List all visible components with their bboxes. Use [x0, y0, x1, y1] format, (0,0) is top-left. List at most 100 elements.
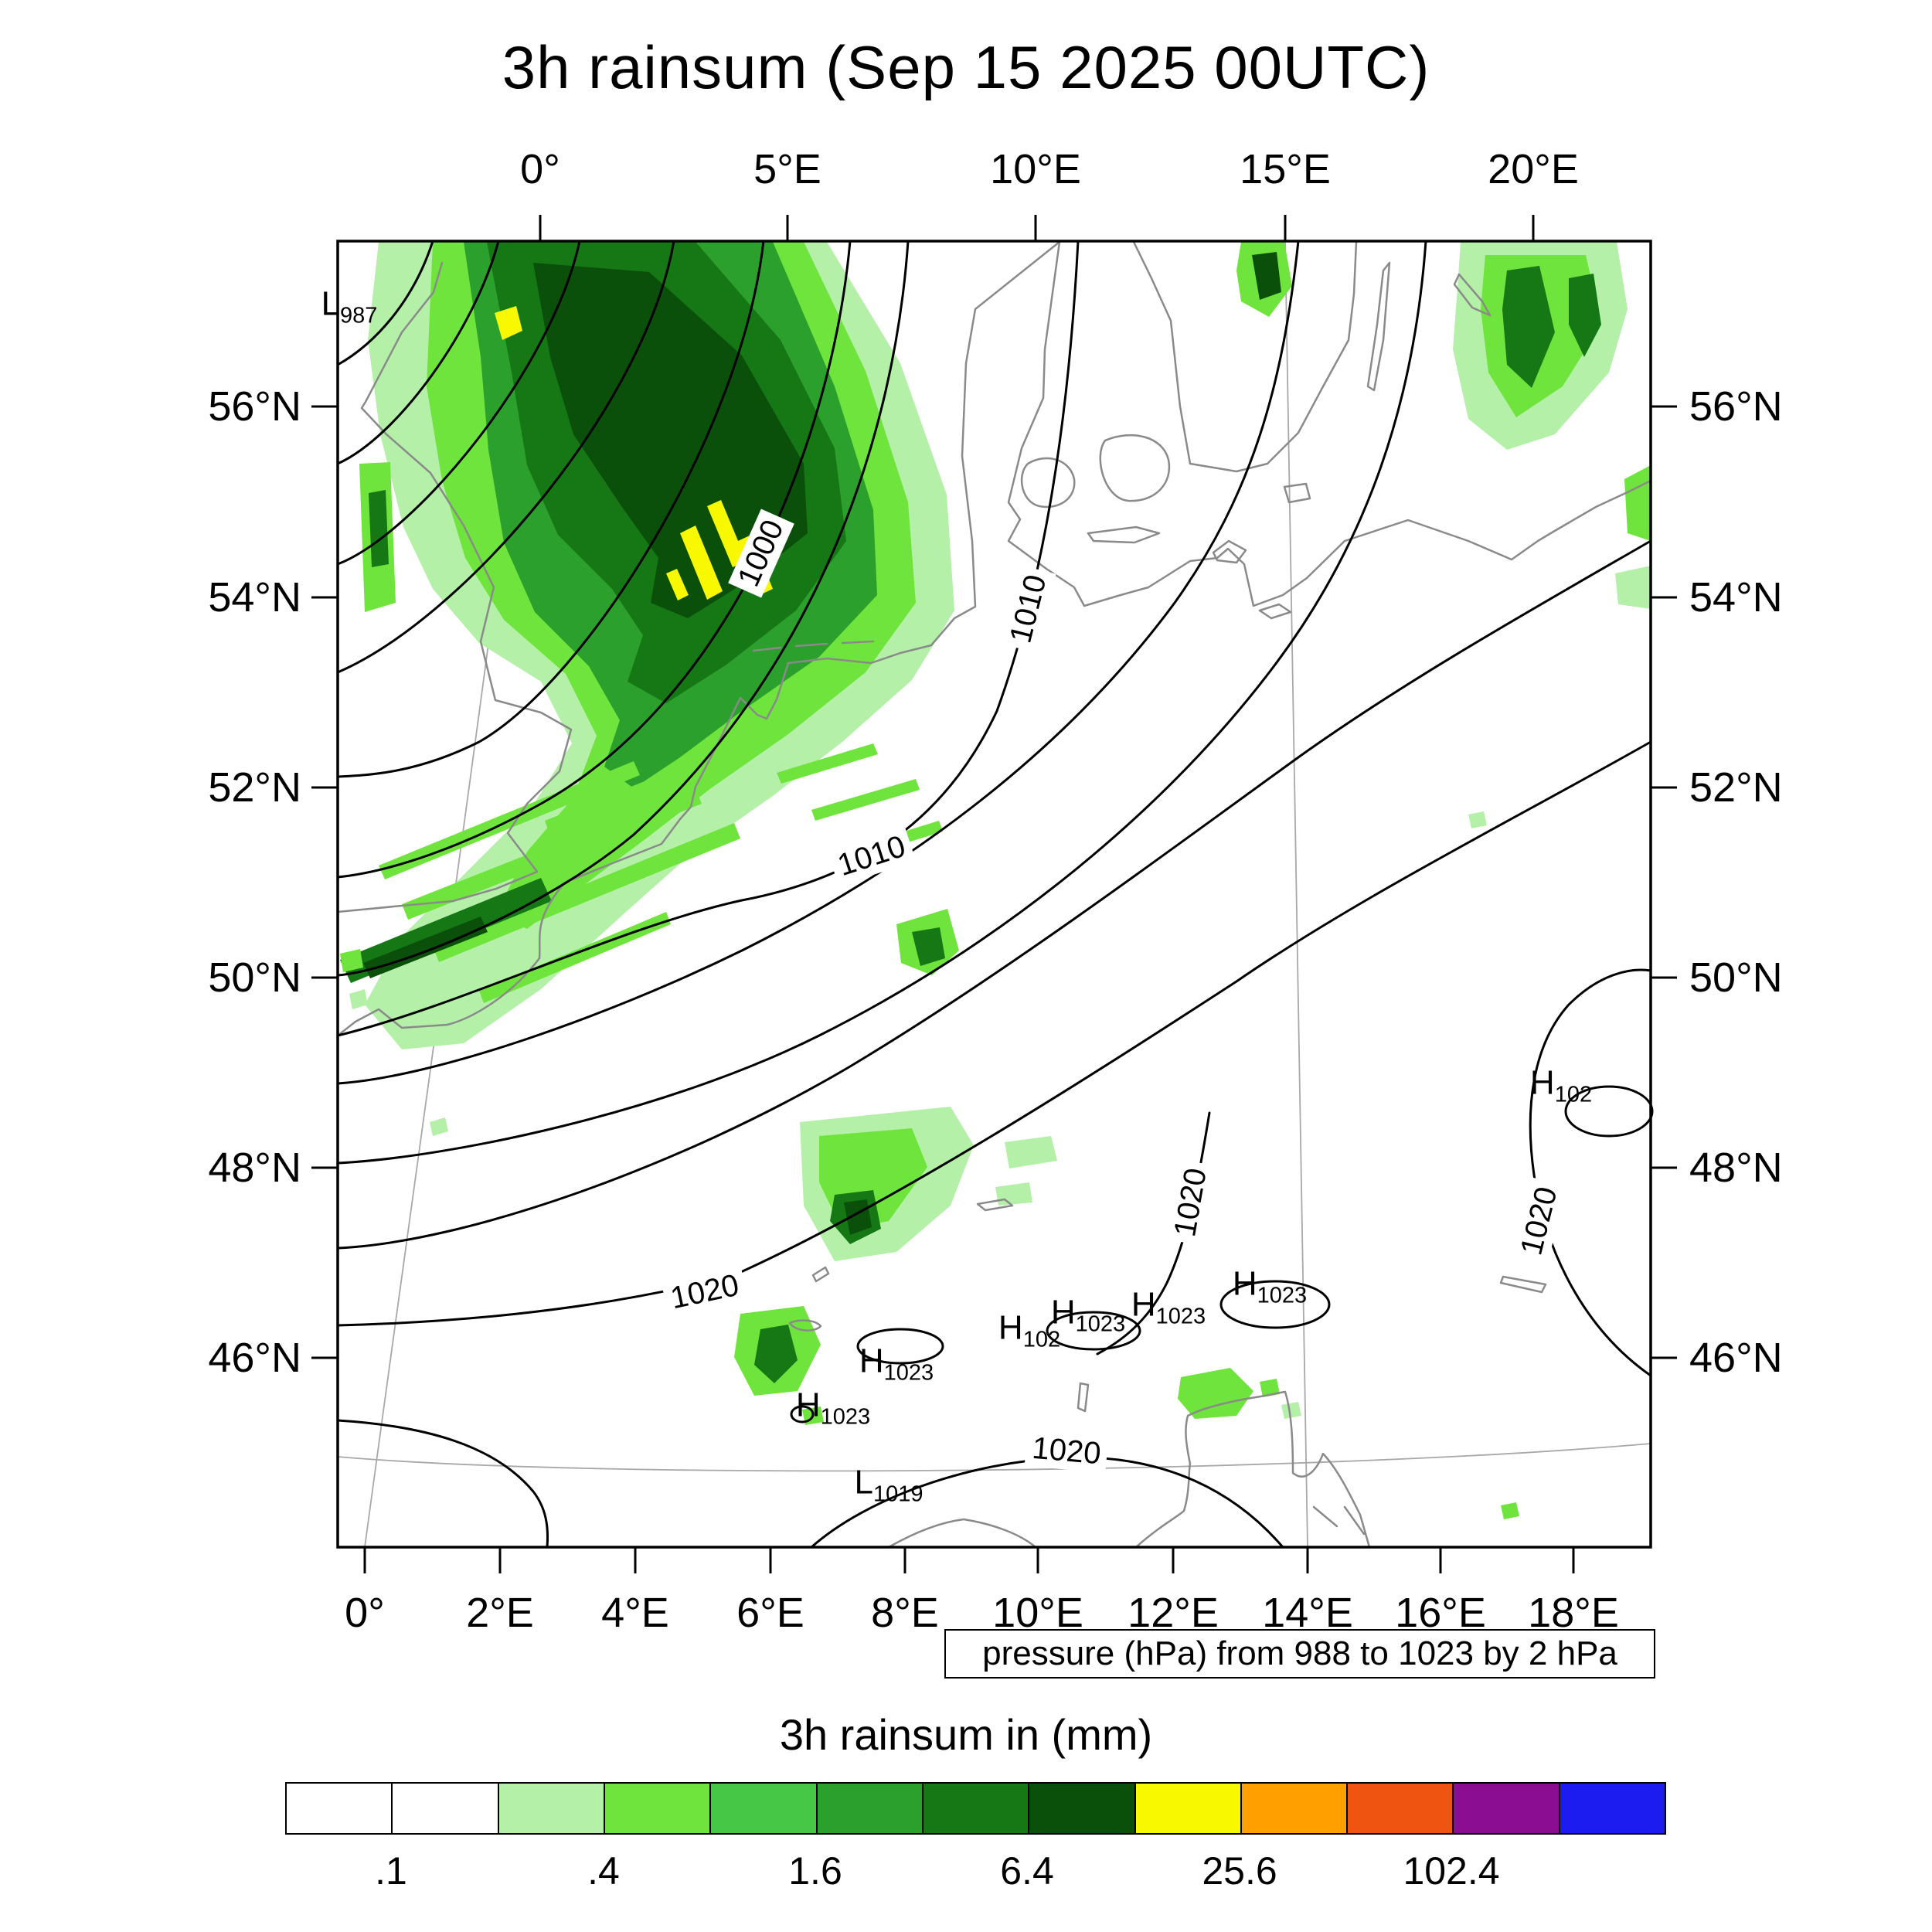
rain-area [754, 1325, 798, 1383]
colorbar-cell [1454, 1784, 1560, 1833]
axis-label: 6°E [736, 1590, 804, 1636]
graticule-meridian [1284, 240, 1308, 1548]
axis-label: 0° [520, 146, 560, 192]
axis-label: 5°E [753, 146, 821, 192]
colorbar-cell [923, 1784, 1030, 1833]
axis-label: 16°E [1395, 1590, 1486, 1636]
pressure-center-high: H1023 [795, 1386, 871, 1430]
pressure-contour-closed [1219, 1280, 1331, 1329]
lake-outline [1499, 1275, 1547, 1294]
lake-outline [1077, 1382, 1090, 1413]
rain-shading-layer [340, 242, 1651, 1519]
rain-area-heavy [495, 306, 522, 340]
rain-area [1260, 1379, 1280, 1397]
rain-area [545, 767, 685, 832]
axis-label: 0° [345, 1590, 385, 1636]
colorbar-tick-label: 1.6 [788, 1849, 842, 1893]
pressure-contour [336, 240, 765, 778]
pressure-center-high: H102 [1529, 1063, 1593, 1107]
coastline [1134, 1390, 1371, 1549]
axis-label: 56°N [1689, 383, 1783, 430]
colorbar-cell [1029, 1784, 1136, 1833]
rain-area [1005, 1136, 1057, 1168]
rain-area [1252, 252, 1281, 300]
pressure-center-low: L1019 [854, 1463, 923, 1507]
pressure-center-high: H1023 [859, 1342, 934, 1386]
rain-area-heavy [666, 569, 689, 600]
pressure-contour-closed [1564, 1085, 1654, 1138]
coastline-layer [336, 240, 1652, 1549]
pressure-contour [336, 240, 910, 977]
coastline [1020, 457, 1076, 509]
colorbar-cell [711, 1784, 818, 1833]
pressure-center-high: H1023 [1050, 1293, 1126, 1337]
lake-outline [811, 1266, 830, 1283]
axis-label: 20°E [1488, 146, 1579, 192]
axis-ticks-top [539, 215, 1535, 241]
pressure-contour-closed [856, 1328, 944, 1365]
rain-area [811, 779, 920, 821]
axis-ticks-left [311, 405, 338, 1359]
pressure-contour [336, 240, 434, 366]
coastline [336, 240, 1061, 1037]
axis-label: 18°E [1528, 1590, 1619, 1636]
coastline [1212, 539, 1247, 564]
rain-area-heavy [680, 526, 723, 600]
axis-label: 14°E [1262, 1590, 1353, 1636]
colorbar [285, 1782, 1666, 1835]
pressure-contour-1020 [336, 740, 1652, 1327]
axis-label: 2°E [466, 1590, 534, 1636]
axis-label: 50°N [208, 954, 301, 1001]
axis-label: 54°N [1689, 574, 1783, 621]
contour-label: 1020 [1024, 1430, 1109, 1473]
axis-label: 48°N [1689, 1145, 1783, 1191]
axis-ticks-right [1651, 405, 1677, 1359]
colorbar-cell [1135, 1784, 1242, 1833]
pressure-contour-1000 [336, 240, 852, 879]
rain-area [1501, 1502, 1519, 1519]
colorbar-cell [1560, 1784, 1665, 1833]
page-title: 3h rainsum (Sep 15 2025 00UTC) [502, 33, 1430, 101]
rain-area [349, 989, 368, 1009]
rain-area [1569, 274, 1601, 357]
axis-label: 48°N [208, 1145, 301, 1191]
colorbar-cell [817, 1784, 923, 1833]
axis-label: 15°E [1240, 146, 1331, 192]
pressure-contour [336, 240, 1300, 1085]
axis-label: 54°N [208, 574, 301, 621]
rain-area [1502, 266, 1555, 388]
pressure-center-high: H102 [998, 1308, 1061, 1352]
pressure-contour [336, 240, 1427, 1165]
rain-area [995, 1182, 1032, 1206]
coastline [1453, 273, 1492, 317]
coastline [336, 261, 573, 913]
rain-area [912, 927, 945, 966]
axis-label: 50°N [1689, 954, 1783, 1001]
rain-area-heavy [707, 500, 747, 567]
axis-label: 46°N [1689, 1335, 1783, 1381]
map-frame [311, 215, 1677, 1573]
axis-label: 12°E [1128, 1590, 1219, 1636]
colorbar-cell [1241, 1784, 1349, 1833]
rain-area [1624, 465, 1651, 541]
pressure-contour [336, 240, 675, 674]
colorbar-cell [287, 1784, 393, 1833]
axis-label: 10°E [990, 146, 1081, 192]
axis-label: 4°E [601, 1590, 669, 1636]
rain-area [433, 823, 740, 962]
rain-area [1178, 1368, 1253, 1419]
coastline [1099, 434, 1171, 502]
rain-area [1281, 1402, 1301, 1419]
pressure-center-high: H1023 [1131, 1285, 1206, 1329]
pressure-contour-closed [790, 1405, 815, 1423]
axis-label: 56°N [208, 383, 301, 430]
axis-label: 52°N [208, 764, 301, 811]
colorbar-tick-label: 25.6 [1202, 1849, 1277, 1893]
pressure-contour-layer [336, 240, 1654, 1549]
lake-outline [788, 1319, 822, 1332]
rain-area [369, 490, 389, 567]
rain-area [777, 743, 878, 784]
coastline [1258, 603, 1292, 620]
rain-area [340, 949, 363, 972]
pressure-contour [336, 240, 500, 465]
